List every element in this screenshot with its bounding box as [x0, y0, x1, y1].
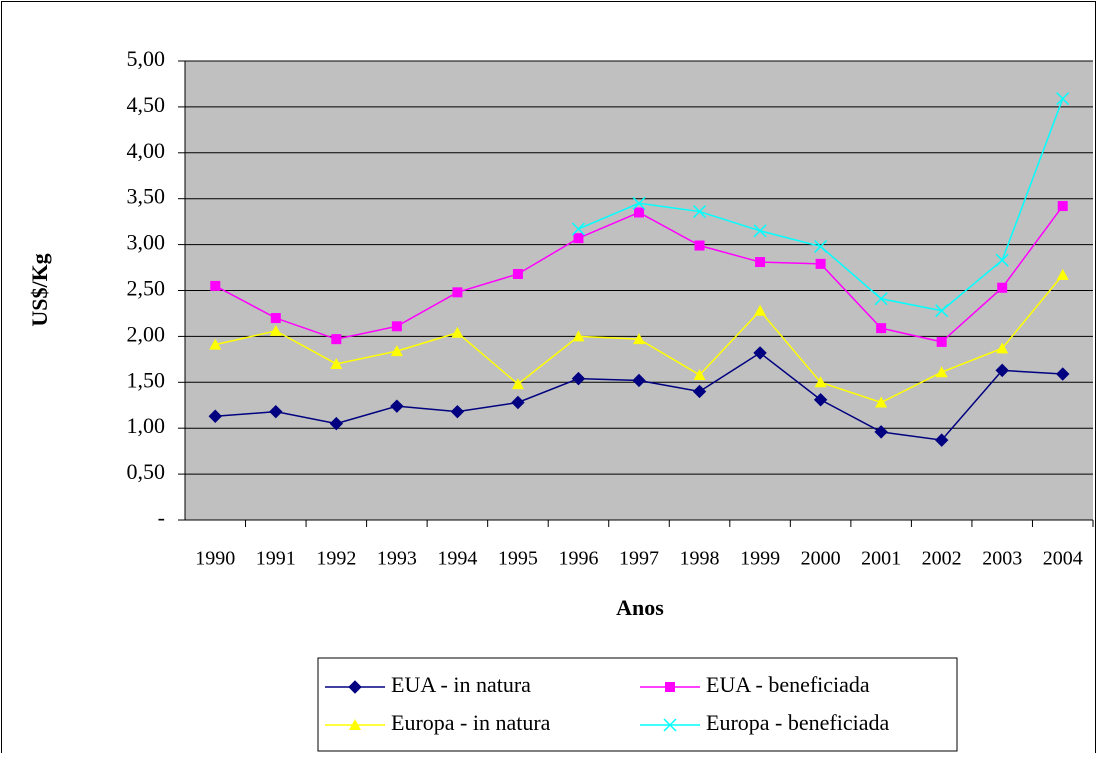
data-point	[452, 287, 463, 298]
y-tick-label: 4,50	[127, 92, 166, 117]
data-point	[634, 207, 644, 218]
data-point	[1056, 367, 1070, 381]
legend-label: Europa - beneficiada	[706, 710, 889, 735]
data-point	[1056, 92, 1070, 106]
legend-label: EUA - beneficiada	[706, 672, 870, 697]
data-point	[633, 333, 645, 345]
legend-label: EUA - in natura	[391, 672, 531, 697]
y-tick-label: 3,50	[127, 184, 166, 209]
data-point	[571, 222, 585, 236]
data-point	[1057, 201, 1068, 212]
legend-marker	[349, 719, 361, 730]
x-tick-label: 2002	[922, 548, 962, 570]
data-point	[996, 342, 1009, 354]
data-point	[936, 336, 947, 347]
x-tick-label: 1998	[680, 548, 720, 570]
y-tick-label: 2,00	[127, 321, 166, 346]
x-tick-label: 2001	[861, 548, 901, 570]
data-point	[209, 338, 222, 350]
x-tick-label: 1997	[619, 548, 659, 570]
data-point	[814, 239, 828, 253]
data-point	[512, 268, 523, 279]
x-tick-label: 1995	[498, 548, 538, 570]
data-point	[813, 393, 828, 407]
data-point	[329, 416, 344, 431]
data-point	[874, 425, 888, 439]
x-tick-label: 1993	[377, 548, 417, 570]
data-point	[390, 345, 403, 357]
data-point	[390, 399, 404, 413]
data-point	[270, 313, 281, 324]
data-point	[572, 330, 585, 342]
x-axis-label: Anos	[616, 595, 664, 620]
data-point	[754, 304, 767, 316]
data-point	[632, 373, 646, 388]
data-point	[692, 384, 707, 399]
y-tick-label: 5,00	[127, 46, 166, 71]
x-tick-label: 1996	[558, 548, 598, 570]
data-point	[876, 323, 887, 334]
y-tick-label: 1,50	[127, 367, 166, 392]
x-tick-label: 2004	[1043, 548, 1083, 570]
data-point	[451, 326, 464, 338]
data-point	[753, 346, 767, 360]
data-point	[755, 257, 766, 268]
data-point	[511, 378, 524, 390]
legend-marker	[663, 718, 677, 732]
data-point	[450, 404, 465, 419]
data-point	[632, 196, 646, 210]
data-point	[210, 280, 221, 291]
data-point	[995, 253, 1009, 267]
data-point	[1056, 268, 1069, 280]
data-point	[573, 233, 584, 244]
legend-marker	[348, 680, 362, 694]
y-tick-label: 4,00	[127, 138, 166, 163]
data-point	[208, 409, 222, 423]
data-point	[694, 240, 705, 251]
y-tick-label: 3,00	[127, 230, 166, 255]
x-tick-label: 1991	[256, 548, 296, 570]
y-tick-label: 0,50	[127, 459, 166, 484]
y-tick-label: -	[158, 505, 165, 530]
data-point	[571, 371, 586, 386]
x-tick-label: 1994	[437, 548, 477, 570]
legend-label: Europa - in natura	[391, 710, 551, 735]
legend	[317, 657, 958, 752]
y-tick-label: 1,00	[127, 413, 166, 438]
data-point	[874, 292, 888, 306]
x-tick-label: 1992	[316, 548, 356, 570]
x-tick-label: 2000	[801, 548, 841, 570]
x-tick-label: 2003	[982, 548, 1022, 570]
data-point	[330, 357, 343, 369]
data-point	[995, 363, 1009, 378]
data-point	[693, 205, 707, 219]
data-point	[331, 334, 342, 345]
y-tick-label: 2,50	[127, 276, 166, 301]
data-point	[693, 368, 706, 380]
data-point	[269, 404, 283, 419]
x-tick-label: 1990	[195, 548, 235, 570]
x-tick-label: 1999	[740, 548, 780, 570]
data-point	[269, 324, 282, 336]
data-point	[875, 396, 888, 408]
data-point	[814, 376, 827, 388]
data-point	[997, 282, 1008, 293]
data-point	[391, 321, 402, 332]
data-point	[935, 366, 948, 378]
data-point	[815, 258, 826, 269]
y-axis-label: US$/Kg	[27, 253, 52, 326]
data-point	[753, 224, 767, 238]
legend-marker	[665, 682, 675, 692]
data-point	[934, 433, 949, 447]
data-point	[511, 395, 525, 410]
data-point	[935, 304, 949, 318]
